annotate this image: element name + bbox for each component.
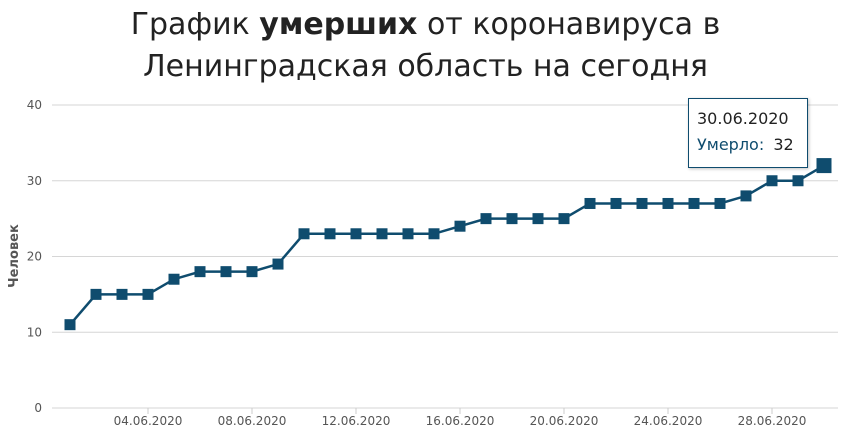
y-axis-label: Человек — [7, 224, 22, 288]
chart-title: График умерших от коронавируса в Ленингр… — [10, 4, 841, 88]
title-part: от коронавируса в Ленинградская область … — [143, 7, 721, 84]
x-tick-label: 08.06.2020 — [218, 414, 287, 428]
point — [584, 197, 596, 209]
point — [324, 228, 336, 240]
point — [558, 213, 570, 225]
title-bold: умерших — [259, 7, 418, 42]
point — [194, 266, 206, 278]
point — [90, 288, 102, 300]
tooltip-date: 30.06.2020 — [697, 109, 789, 128]
point — [246, 266, 258, 278]
x-tick-label: 20.06.2020 — [530, 414, 599, 428]
point — [454, 220, 466, 232]
point — [272, 258, 284, 270]
point — [816, 158, 832, 174]
point — [766, 175, 778, 187]
tooltip: 30.06.2020 Умерло: 32 — [688, 98, 808, 168]
point — [636, 197, 648, 209]
point — [610, 197, 622, 209]
point — [662, 197, 674, 209]
point — [116, 288, 128, 300]
point — [480, 213, 492, 225]
x-tick-label: 24.06.2020 — [634, 414, 703, 428]
point — [298, 228, 310, 240]
x-tick-label: 12.06.2020 — [322, 414, 391, 428]
x-tick-label: 16.06.2020 — [426, 414, 495, 428]
point — [168, 273, 180, 285]
y-tick-label: 20 — [27, 250, 42, 264]
x-tick-label: 04.06.2020 — [114, 414, 183, 428]
point — [142, 288, 154, 300]
point — [428, 228, 440, 240]
tooltip-value: 32 — [773, 135, 794, 154]
point — [688, 197, 700, 209]
line — [69, 164, 825, 326]
point — [506, 213, 518, 225]
y-tick-label: 10 — [27, 325, 42, 339]
point — [532, 213, 544, 225]
point — [402, 228, 414, 240]
tooltip-row: Умерло: 32 — [697, 135, 799, 161]
point — [740, 190, 752, 202]
point — [376, 228, 388, 240]
title-part: График — [130, 7, 250, 42]
point — [792, 175, 804, 187]
y-tick-label: 40 — [27, 98, 42, 112]
point — [350, 228, 362, 240]
tooltip-series: Умерло: — [697, 135, 765, 154]
point — [64, 319, 76, 331]
y-tick-label: 0 — [34, 401, 42, 415]
point — [220, 266, 232, 278]
y-tick-label: 30 — [27, 174, 42, 188]
point — [714, 197, 726, 209]
x-tick-label: 28.06.2020 — [738, 414, 807, 428]
